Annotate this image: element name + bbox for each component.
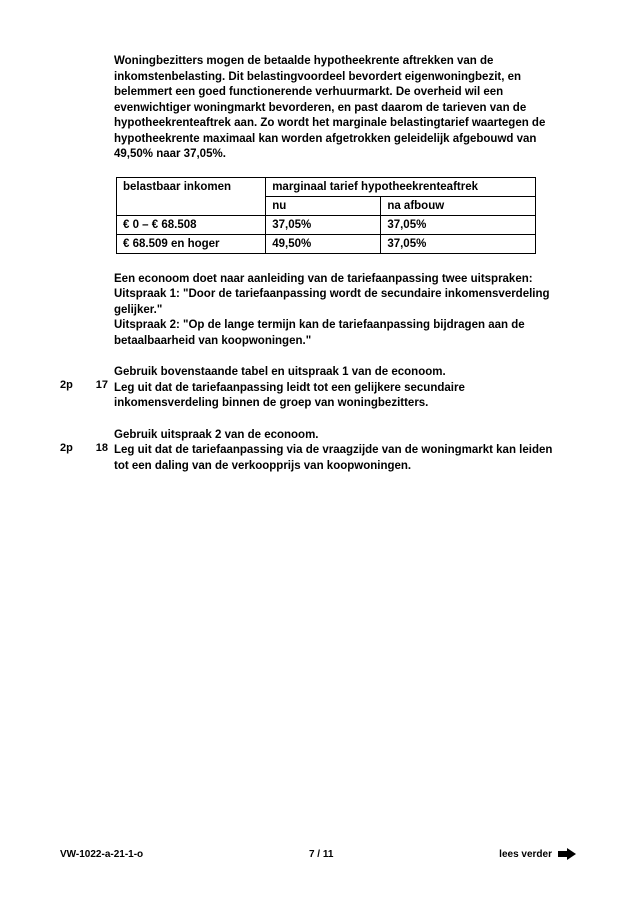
statements-lead: Een econoom doet naar aanleiding van de … [114, 273, 533, 285]
q18-text: Leg uit dat de tariefaanpassing via de v… [114, 444, 552, 472]
intro-paragraph: Woningbezitters mogen de betaalde hypoth… [114, 54, 554, 163]
question-17-body: Gebruik bovenstaande tabel en uitspraak … [114, 365, 554, 412]
subhead-nu: nu [266, 196, 381, 215]
cell-income-2: € 68.509 en hoger [117, 234, 266, 253]
col-income-header: belastbaar inkomen [117, 177, 266, 215]
statement-1: Uitspraak 1: "Door de tariefaanpassing w… [114, 288, 550, 316]
footer-page-number: 7 / 11 [309, 849, 333, 860]
q17-points: 2p [60, 379, 73, 391]
q17-text: Leg uit dat de tariefaanpassing leidt to… [114, 382, 465, 410]
arrow-right-icon [558, 848, 576, 860]
question-17-block: 2p 17 Gebruik bovenstaande tabel en uits… [114, 365, 554, 412]
q17-lead: Gebruik bovenstaande tabel en uitspraak … [114, 365, 554, 381]
statement-2: Uitspraak 2: "Op de lange termijn kan de… [114, 319, 525, 347]
col-tariff-header: marginaal tarief hypotheekrenteaftrek [266, 177, 536, 196]
cell-nu-2: 49,50% [266, 234, 381, 253]
table-row: € 68.509 en hoger 49,50% 37,05% [117, 234, 536, 253]
table-row: € 0 – € 68.508 37,05% 37,05% [117, 215, 536, 234]
statements-block: Een econoom doet naar aanleiding van de … [114, 272, 554, 350]
page-content: Woningbezitters mogen de betaalde hypoth… [114, 54, 554, 474]
q18-lead: Gebruik uitspraak 2 van de econoom. [114, 428, 554, 444]
cell-na-2: 37,05% [381, 234, 536, 253]
cell-na-1: 37,05% [381, 215, 536, 234]
tariff-table: belastbaar inkomen marginaal tarief hypo… [116, 177, 536, 254]
q18-points: 2p [60, 442, 73, 454]
footer-right: lees verder [499, 848, 576, 860]
cell-income-1: € 0 – € 68.508 [117, 215, 266, 234]
question-17-margin: 2p 17 [60, 379, 108, 391]
cell-nu-1: 37,05% [266, 215, 381, 234]
question-18-body: Gebruik uitspraak 2 van de econoom. Leg … [114, 428, 554, 475]
q18-number: 18 [96, 442, 108, 454]
footer-continue-text: lees verder [499, 849, 552, 860]
question-18-margin: 2p 18 [60, 442, 108, 454]
question-18-block: 2p 18 Gebruik uitspraak 2 van de econoom… [114, 428, 554, 475]
subhead-na: na afbouw [381, 196, 536, 215]
table-header-row: belastbaar inkomen marginaal tarief hypo… [117, 177, 536, 196]
footer-doc-id: VW-1022-a-21-1-o [60, 849, 143, 860]
q17-number: 17 [96, 379, 108, 391]
page-footer: VW-1022-a-21-1-o 7 / 11 lees verder [60, 848, 576, 860]
